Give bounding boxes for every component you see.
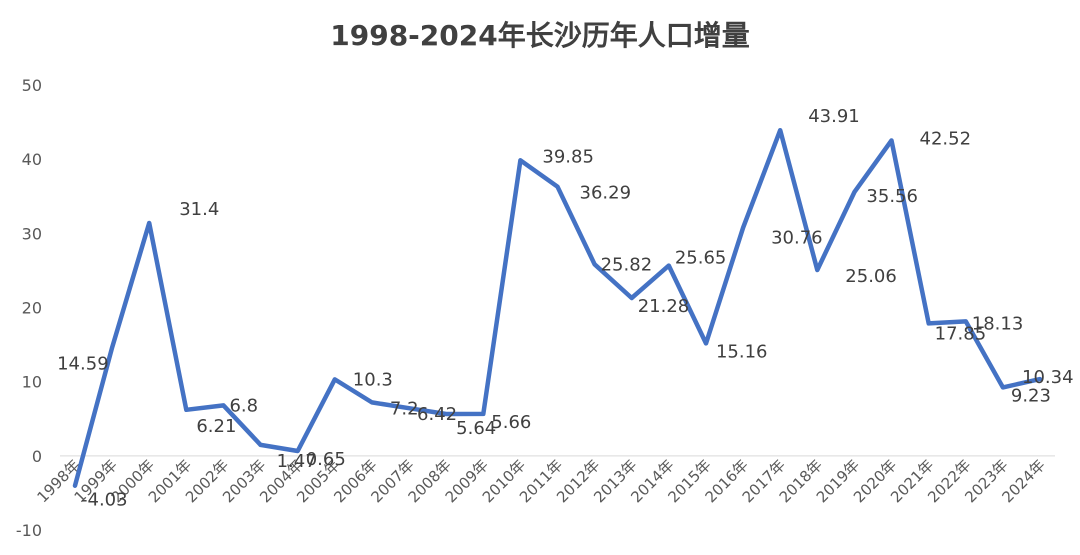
- data-point: [741, 226, 745, 230]
- data-label: 1.47: [277, 451, 317, 472]
- y-tick-label: -10: [16, 521, 42, 540]
- data-point: [815, 268, 819, 272]
- data-label: 35.56: [866, 186, 918, 207]
- data-point: [964, 319, 968, 323]
- data-label: 25.65: [675, 248, 727, 269]
- data-label: 0.65: [306, 449, 346, 470]
- data-label: 25.82: [601, 254, 653, 275]
- data-point: [73, 484, 77, 488]
- data-point: [518, 158, 522, 162]
- data-point: [444, 412, 448, 416]
- data-point: [630, 296, 634, 300]
- data-label: 5.64: [456, 418, 496, 439]
- data-label: 7.2: [390, 398, 419, 419]
- y-tick-label: 10: [22, 373, 42, 392]
- data-label: 14.59: [57, 354, 109, 375]
- data-label: 18.13: [972, 313, 1024, 334]
- y-tick-label: 50: [22, 76, 42, 95]
- data-label: 39.85: [542, 146, 594, 167]
- data-label: 9.23: [1011, 385, 1051, 406]
- data-point: [407, 406, 411, 410]
- data-label: 10.3: [353, 369, 393, 390]
- data-label: 42.52: [920, 128, 972, 149]
- y-tick-label: 0: [32, 447, 42, 466]
- data-point: [593, 262, 597, 266]
- data-label: 31.4: [179, 199, 219, 220]
- data-point: [221, 403, 225, 407]
- data-label: 6.42: [417, 404, 457, 425]
- data-label: 25.06: [845, 266, 897, 287]
- data-point: [778, 128, 782, 132]
- data-label: 36.29: [580, 183, 632, 204]
- data-point: [704, 341, 708, 345]
- data-label: 21.28: [638, 296, 690, 317]
- data-point: [556, 185, 559, 189]
- data-point: [110, 346, 114, 350]
- y-tick-label: 20: [22, 299, 42, 318]
- data-label: -4.03: [81, 490, 128, 511]
- data-point: [259, 443, 263, 447]
- data-label: 6.8: [229, 395, 258, 416]
- data-label: 10.34: [1022, 367, 1074, 388]
- data-label: 5.66: [491, 412, 531, 433]
- data-point: [184, 408, 188, 412]
- data-point: [1038, 377, 1042, 381]
- data-point: [370, 400, 374, 404]
- data-point: [852, 190, 856, 194]
- data-point: [927, 321, 931, 325]
- y-tick-label: 30: [22, 224, 42, 243]
- y-tick-label: 40: [22, 150, 42, 169]
- chart-title: 1998-2024年长沙历年人口增量: [330, 19, 750, 52]
- data-label: 30.76: [771, 228, 823, 249]
- data-label: 17.85: [935, 323, 987, 344]
- data-point: [667, 264, 671, 268]
- data-label: 43.91: [808, 106, 860, 127]
- data-point: [1001, 385, 1005, 389]
- data-label: 6.21: [196, 416, 236, 437]
- data-point: [481, 412, 485, 416]
- data-point: [333, 377, 337, 381]
- data-label: 15.16: [716, 341, 768, 362]
- data-point: [890, 138, 894, 142]
- data-point: [296, 449, 300, 453]
- data-point: [147, 221, 151, 225]
